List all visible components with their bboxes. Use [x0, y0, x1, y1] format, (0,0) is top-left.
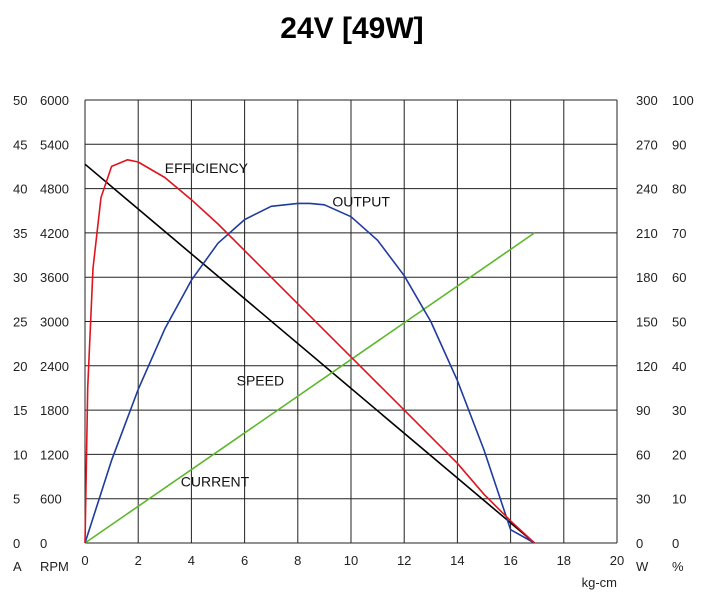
y-tick-label-efficiency-pct: 30 — [672, 403, 686, 418]
grid — [84, 99, 618, 544]
y-tick-label-current-a: 50 — [13, 93, 27, 108]
series-output-line — [84, 202, 535, 544]
x-tick-label: 8 — [294, 553, 301, 568]
x-tick-label: 0 — [81, 553, 88, 568]
y-tick-label-current-a: 40 — [13, 182, 27, 197]
y-tick-label-current-a: 45 — [13, 137, 27, 152]
y-tick-label-current-a: 0 — [13, 536, 20, 551]
x-tick-label: 14 — [450, 553, 464, 568]
y-tick-label-output-w: 0 — [636, 536, 643, 551]
series-current-line — [84, 232, 535, 544]
y-tick-label-efficiency-pct: 100 — [672, 93, 694, 108]
y-tick-label-efficiency-pct: 80 — [672, 182, 686, 197]
series-label-output: OUTPUT — [332, 193, 390, 209]
series-efficiency-line — [84, 159, 536, 544]
y-tick-label-output-w: 210 — [636, 226, 658, 241]
y-tick-label-output-w: 30 — [636, 492, 650, 507]
y-tick-label-speed-rpm: 1800 — [40, 403, 69, 418]
y-tick-label-output-w: 150 — [636, 315, 658, 330]
y-tick-label-output-w: 90 — [636, 403, 650, 418]
x-axis-label: kg-cm — [582, 575, 617, 590]
y-tick-label-output-w: 180 — [636, 270, 658, 285]
y-tick-label-speed-rpm: 4200 — [40, 226, 69, 241]
y-tick-label-current-a: 30 — [13, 270, 27, 285]
y-tick-label-speed-rpm: 4800 — [40, 182, 69, 197]
chart-title: 24V [49W] — [280, 12, 423, 45]
y-tick-label-current-a: 10 — [13, 447, 27, 462]
y-tick-label-efficiency-pct: 90 — [672, 137, 686, 152]
axis-unit-label: RPM — [40, 559, 69, 574]
x-tick-label: 18 — [557, 553, 571, 568]
y-tick-label-output-w: 240 — [636, 182, 658, 197]
series-label-current: CURRENT — [181, 473, 250, 489]
y-tick-label-efficiency-pct: 20 — [672, 447, 686, 462]
axis-unit-label: % — [672, 559, 684, 574]
y-tick-label-efficiency-pct: 70 — [672, 226, 686, 241]
x-tick-label: 20 — [610, 553, 624, 568]
x-tick-label: 4 — [188, 553, 195, 568]
x-tick-label: 10 — [344, 553, 358, 568]
y-tick-label-speed-rpm: 3000 — [40, 315, 69, 330]
x-tick-label: 2 — [135, 553, 142, 568]
y-tick-label-efficiency-pct: 50 — [672, 315, 686, 330]
series-label-speed: SPEED — [237, 373, 284, 389]
series-label-efficiency: EFFICIENCY — [165, 160, 249, 176]
x-tick-label: 16 — [503, 553, 517, 568]
axis-unit-label: A — [13, 559, 22, 574]
y-tick-label-speed-rpm: 1200 — [40, 447, 69, 462]
axis-unit-label: W — [636, 559, 649, 574]
series-speed-line — [84, 163, 536, 544]
y-tick-label-current-a: 35 — [13, 226, 27, 241]
y-tick-label-speed-rpm: 3600 — [40, 270, 69, 285]
x-tick-label: 6 — [241, 553, 248, 568]
series-labels: SPEED CURRENT OUTPUT EFFICIENCY — [165, 160, 391, 489]
y-tick-label-current-a: 25 — [13, 315, 27, 330]
series-layer — [84, 159, 536, 544]
y-tick-label-efficiency-pct: 40 — [672, 359, 686, 374]
y-tick-label-speed-rpm: 6000 — [40, 93, 69, 108]
y-tick-label-efficiency-pct: 60 — [672, 270, 686, 285]
y-tick-label-output-w: 120 — [636, 359, 658, 374]
y-tick-label-efficiency-pct: 0 — [672, 536, 679, 551]
y-tick-label-current-a: 15 — [13, 403, 27, 418]
y-tick-label-output-w: 300 — [636, 93, 658, 108]
axis-ticks: 0 2 4 6 8 10 12 14 16 18 20 0 5 10 15 20 25 30 35 40 45 50 A 0 6… — [13, 93, 694, 590]
y-tick-label-current-a: 20 — [13, 359, 27, 374]
y-tick-label-output-w: 60 — [636, 447, 650, 462]
y-tick-label-speed-rpm: 0 — [40, 536, 47, 551]
y-tick-label-speed-rpm: 2400 — [40, 359, 69, 374]
y-tick-label-current-a: 5 — [13, 492, 20, 507]
x-tick-label: 12 — [397, 553, 411, 568]
y-tick-label-speed-rpm: 5400 — [40, 137, 69, 152]
y-tick-label-speed-rpm: 600 — [40, 492, 62, 507]
y-tick-label-efficiency-pct: 10 — [672, 492, 686, 507]
y-tick-label-output-w: 270 — [636, 137, 658, 152]
